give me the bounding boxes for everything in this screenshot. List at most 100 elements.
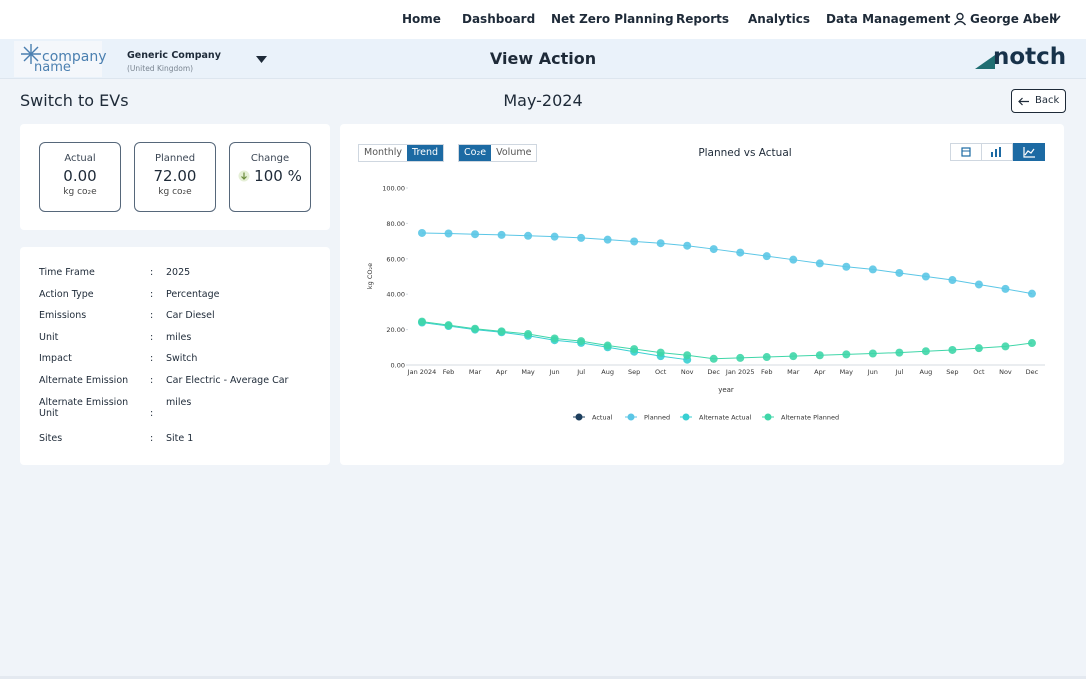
detail-value: Car Electric - Average Car — [166, 375, 289, 386]
kpi-unit: kg co₂e — [63, 187, 97, 197]
series-line — [421, 321, 1033, 360]
data-point — [736, 353, 745, 362]
x-tick-label: Apr — [814, 368, 826, 376]
company-name: Generic Company — [127, 50, 221, 61]
metric-toggle: Co₂e Volume — [458, 144, 538, 162]
data-point — [683, 351, 692, 360]
legend-label: Planned — [644, 414, 670, 422]
kpi: Actual 0.00 kg co₂e — [39, 142, 121, 212]
toggle-option[interactable]: Volume — [496, 147, 532, 158]
down-icon — [238, 170, 250, 182]
data-point — [736, 248, 745, 257]
data-point — [524, 330, 533, 339]
chart-card: Monthly Trend Co₂e Volume Planned vs Actua… — [340, 124, 1064, 465]
data-point — [1027, 289, 1036, 298]
data-point — [630, 237, 639, 246]
data-point — [603, 341, 612, 350]
nav-link[interactable]: Data Management — [826, 12, 951, 26]
data-point — [868, 265, 877, 274]
x-tick-label: Jan 2025 — [725, 368, 755, 376]
detail-label: Impact — [39, 353, 153, 364]
x-tick-label: Jun — [549, 368, 560, 376]
data-point — [418, 228, 426, 237]
data-point — [974, 280, 983, 289]
action-name: Switch to EVs — [20, 91, 129, 110]
legend-swatch — [764, 413, 772, 421]
detail-value: Switch — [166, 353, 198, 364]
legend-swatch — [575, 413, 583, 421]
data-point — [577, 233, 586, 242]
company-country: (United Kingdom) — [127, 64, 194, 73]
data-point — [577, 337, 586, 346]
nav-link[interactable]: Reports — [676, 12, 730, 26]
nav-link[interactable]: Analytics — [748, 12, 810, 26]
data-point — [895, 348, 904, 357]
user-menu[interactable]: George Abell — [970, 12, 1058, 26]
x-tick-label: Jul — [576, 368, 585, 376]
kpi-label: Planned — [154, 153, 196, 164]
data-point — [497, 327, 506, 336]
detail-label: Alternate Emission Unit — [39, 397, 153, 419]
icon — [961, 147, 971, 157]
logo-icon — [21, 44, 41, 64]
brand-name: notch — [993, 44, 1067, 70]
logo-text: company — [42, 49, 107, 65]
nav-link[interactable]: Net Zero Planning — [551, 12, 674, 26]
data-point — [789, 352, 798, 361]
chart-title: Planned vs Actual — [698, 147, 792, 159]
x-tick-label: Aug — [601, 368, 614, 376]
data-point — [709, 245, 718, 254]
back-arrow — [1018, 97, 1029, 106]
x-tick-label: May — [840, 368, 854, 376]
period: May-2024 — [503, 91, 583, 110]
data-point — [656, 348, 665, 357]
data-point — [656, 239, 665, 248]
data-point — [789, 255, 798, 264]
data-point — [471, 230, 480, 239]
x-tick-label: Jan 2024 — [407, 368, 437, 376]
x-tick-label: Jun — [867, 368, 878, 376]
data-point — [762, 353, 771, 362]
kpi: Planned 72.00 kg co₂e — [134, 142, 216, 212]
detail-label: Action Type — [39, 289, 153, 300]
data-point — [762, 252, 771, 261]
back-button[interactable]: Back — [1011, 89, 1066, 113]
data-point — [418, 317, 426, 326]
details-card: Time Frame 2025 Action Type Percentage Emi… — [20, 247, 330, 465]
detail-value: Car Diesel — [166, 310, 215, 321]
detail-value: miles — [166, 332, 192, 343]
nav-link[interactable]: Home — [402, 12, 441, 26]
x-tick-label: May — [521, 368, 535, 376]
kpi-value: 72.00 — [153, 167, 197, 185]
line-view-button[interactable] — [1013, 143, 1045, 161]
data-point — [974, 344, 983, 353]
detail-value: Percentage — [166, 289, 220, 300]
data-point — [550, 334, 559, 343]
x-tick-label: Dec — [707, 368, 720, 376]
data-point — [630, 345, 639, 354]
kpi-value: 0.00 — [63, 167, 97, 185]
detail-value: miles — [166, 397, 192, 408]
toggle-option[interactable]: Co₂e — [459, 145, 492, 161]
data-point — [1001, 284, 1010, 293]
data-point — [1027, 339, 1036, 348]
user-icon — [953, 12, 967, 26]
nav-link[interactable]: Dashboard — [462, 12, 536, 26]
data-point — [895, 268, 904, 277]
legend-swatch — [627, 413, 635, 421]
dropdown-caret[interactable] — [256, 56, 267, 63]
x-tick-label: Oct — [973, 368, 985, 376]
kpi: Change 100 % — [229, 142, 311, 212]
toggle-option[interactable]: Monthly — [364, 147, 403, 158]
brand-mark — [975, 55, 995, 69]
page-title: View Action — [489, 49, 597, 68]
bottom-edge — [0, 676, 1086, 679]
x-tick-label: Apr — [496, 368, 508, 376]
data-point — [471, 324, 480, 333]
detail-label: Sites — [39, 433, 153, 444]
bar-view-button[interactable] — [981, 143, 1013, 161]
x-tick-label: Dec — [1026, 368, 1039, 376]
toggle-option[interactable]: Trend — [407, 145, 444, 161]
back-label: Back — [1035, 95, 1060, 106]
icon — [991, 147, 1001, 157]
